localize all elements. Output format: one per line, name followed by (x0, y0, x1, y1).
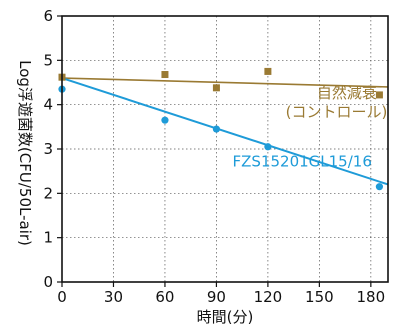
x-tick-label: 90 (207, 288, 226, 306)
y-tick-label: 2 (43, 184, 53, 202)
annotations: 自然減衰(コントロール) FZS15201GL15/16 (233, 84, 388, 171)
y-tick-label: 4 (43, 96, 53, 114)
series-1-point (264, 67, 272, 75)
series-1-point (375, 91, 383, 99)
series-line-1 (61, 77, 389, 88)
x-tick-label: 0 (57, 288, 67, 306)
series-1-point (161, 71, 169, 79)
annotation-label: FZS15201GL15/16 (233, 153, 372, 171)
series-2-point (212, 125, 221, 133)
x-tick-label: 60 (155, 288, 174, 306)
y-tick-label: 0 (43, 273, 53, 291)
series-line-2 (61, 77, 389, 186)
y-tick-label: 3 (43, 140, 53, 158)
series-2-point (264, 143, 272, 151)
series-1-point (212, 84, 220, 92)
y-tick-label: 6 (43, 7, 53, 25)
x-tick-label: 180 (357, 288, 386, 306)
x-axis-title: 時間(分) (197, 308, 254, 326)
series-2-point (161, 116, 169, 124)
x-tick-label: 30 (104, 288, 123, 306)
annotation-label: (コントロール) (286, 103, 388, 121)
x-tick-label: 120 (254, 288, 283, 306)
y-tick-label: 1 (43, 229, 53, 247)
annotation-label: 自然減衰 (317, 84, 377, 102)
x-tick-label: 150 (305, 288, 334, 306)
grid (62, 16, 388, 282)
y-axis-title: Log浮遊菌数(CFU/50L-air) (16, 60, 34, 246)
trend-lines (61, 77, 389, 186)
y-tick-label: 5 (43, 51, 53, 69)
series-2-point (375, 183, 384, 191)
